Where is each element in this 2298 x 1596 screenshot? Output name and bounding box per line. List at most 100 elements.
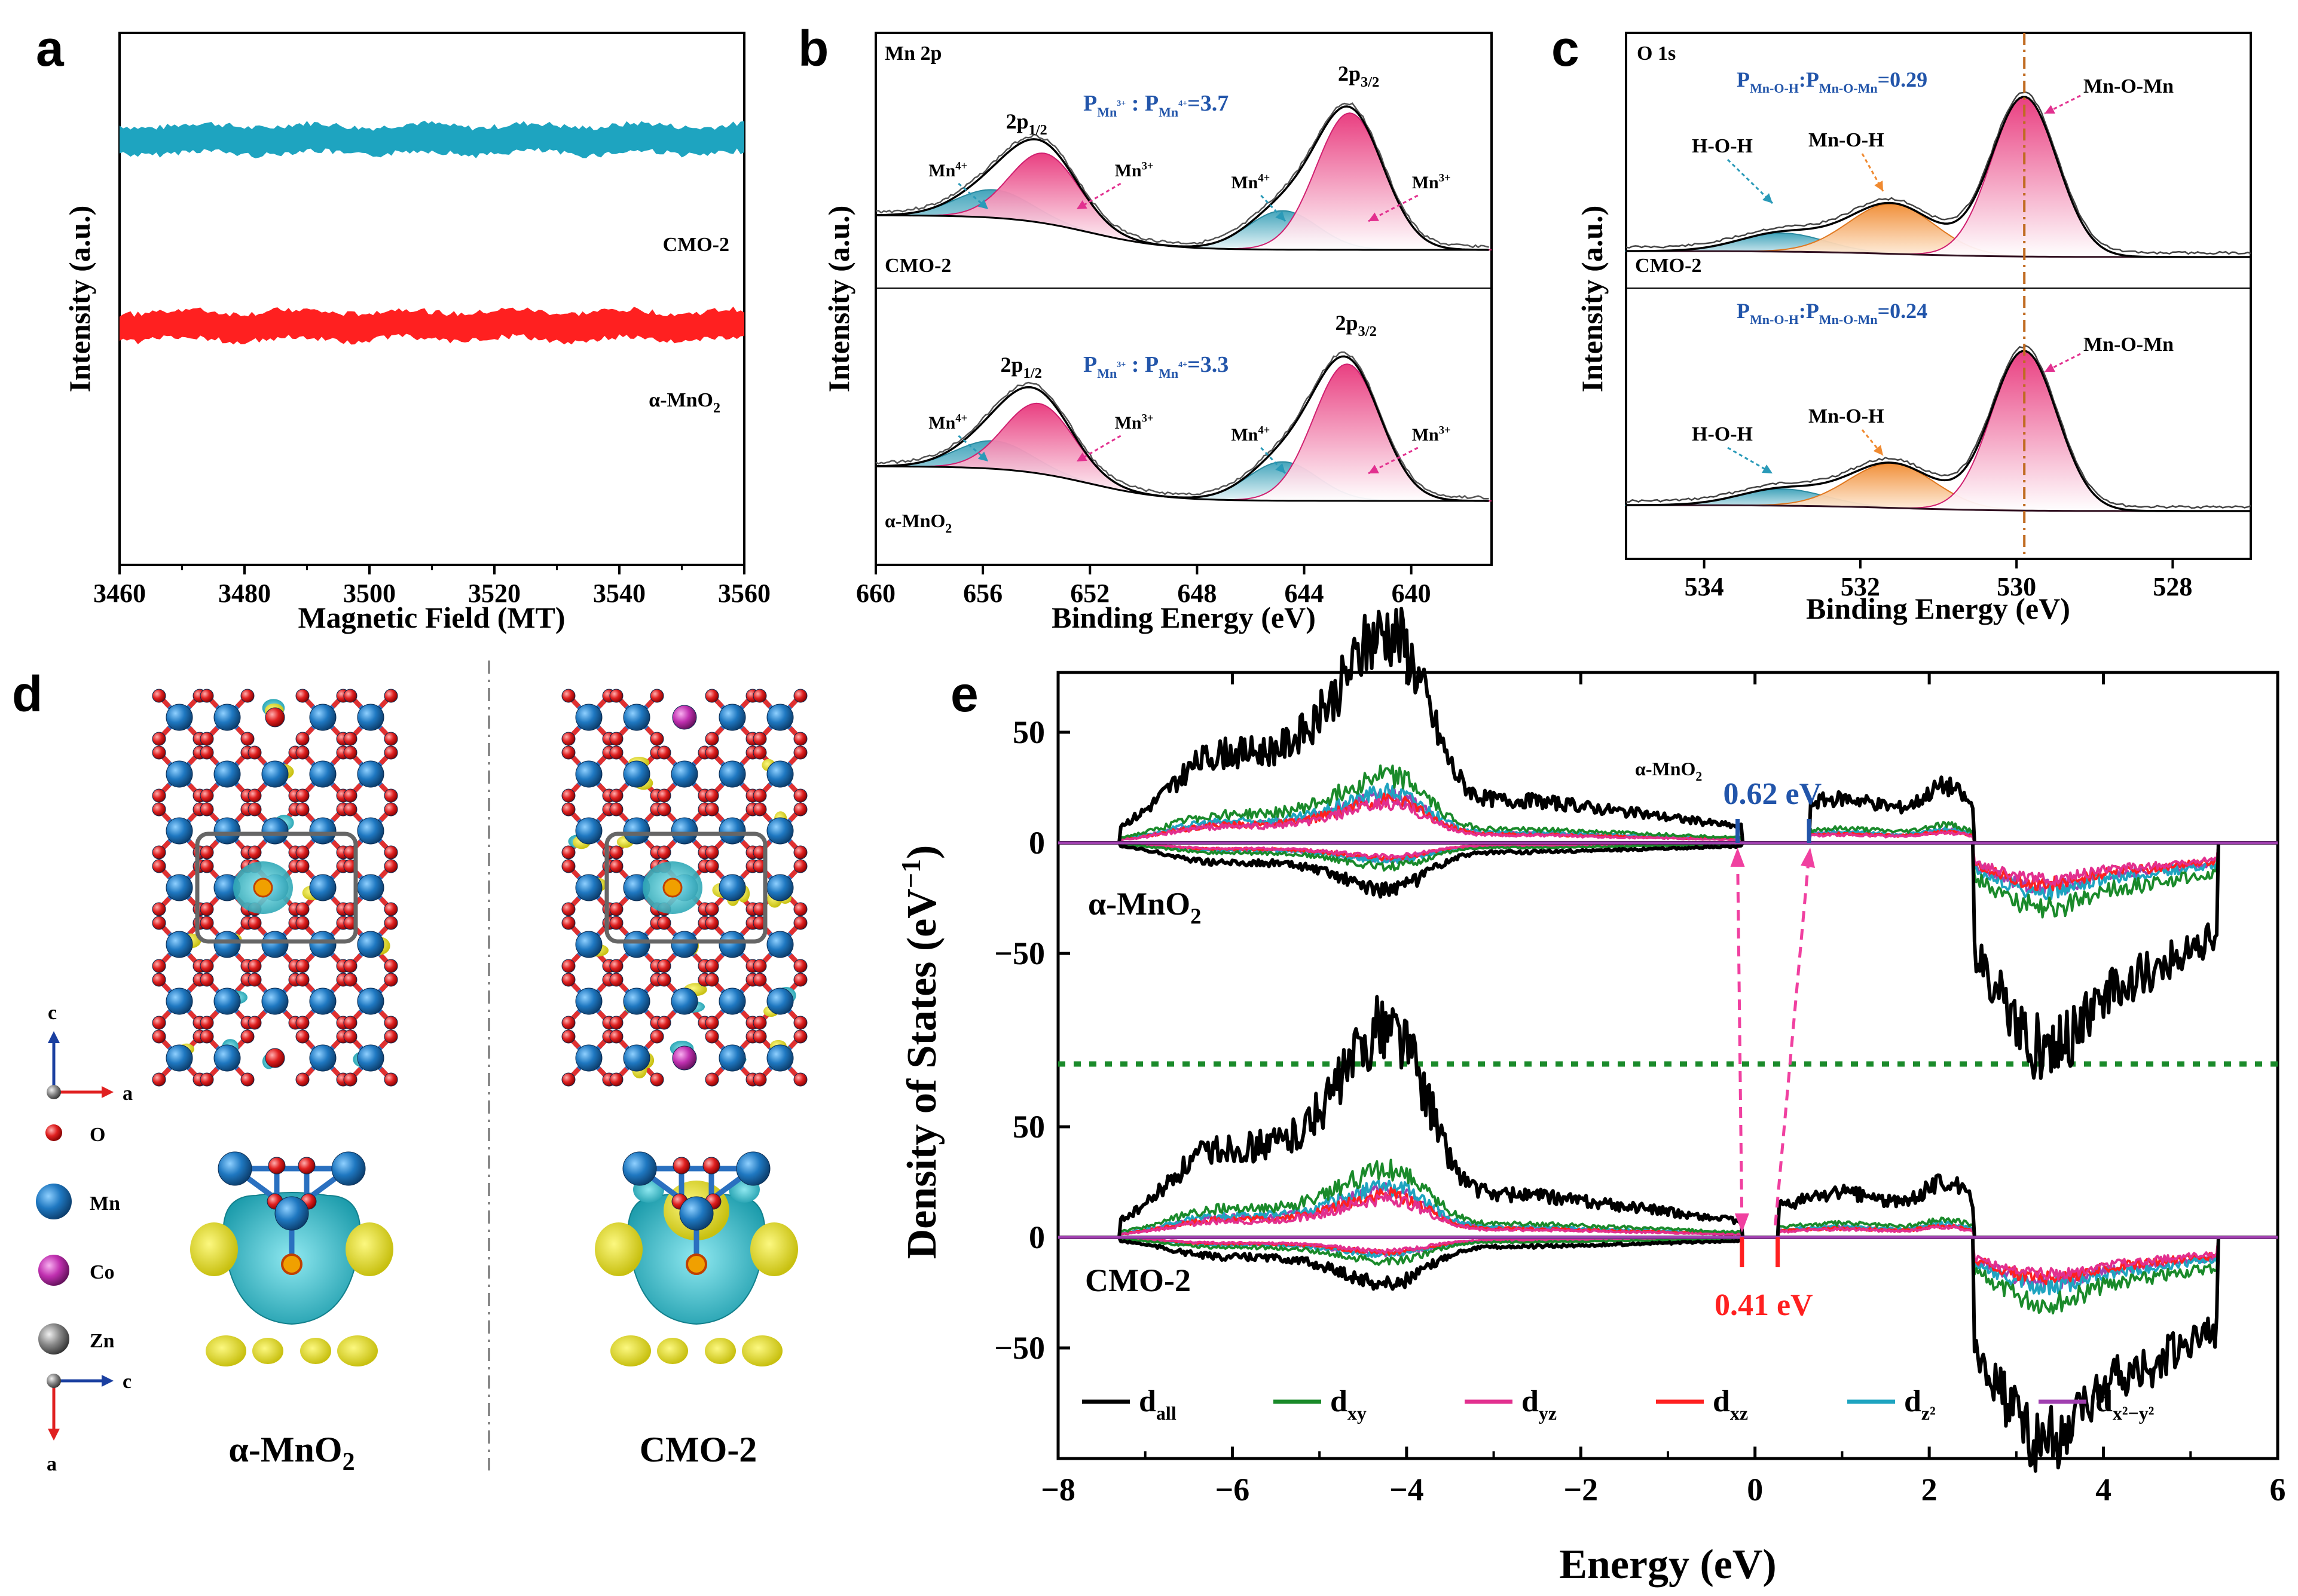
panel-c-1-ratio-part: Mn-O-Mn (1819, 312, 1878, 327)
panel-e-legend-label-1: dxy (1330, 1384, 1367, 1424)
panel-b-1-annot-arrow-2-head (1275, 463, 1286, 473)
atom-o (561, 902, 576, 916)
atom-mn (719, 817, 746, 845)
panel-e-xtick-label: 4 (2095, 1472, 2111, 1508)
atom-mn (575, 817, 603, 845)
panel-e-legend-label-sub: x²−y² (2113, 1402, 2154, 1424)
panel-b-0-annot-2-main: Mn (1231, 173, 1258, 192)
atom-o (650, 732, 664, 746)
atom-mn (357, 931, 384, 958)
atom-o (561, 689, 576, 703)
atom-mn (261, 931, 289, 958)
panel-d-clusters (190, 1151, 798, 1366)
atom-o (343, 1029, 357, 1044)
panel-c-0-ratio-part: : (1799, 68, 1806, 91)
cluster-mn (679, 1196, 714, 1231)
panel-e-xtick-label: −8 (1041, 1472, 1075, 1508)
atom-o (247, 1016, 262, 1030)
panel-c-1-pointer-1-head (1873, 445, 1883, 455)
panel-c-frame (1625, 32, 2252, 560)
atom-o (753, 689, 767, 703)
panel-e-0-curve-1-vdown (1058, 842, 2278, 872)
panel-b-ylabel: Intensity (a.u.) (822, 206, 855, 393)
atom-o (200, 1072, 214, 1087)
atom-o (152, 959, 166, 973)
atom-o (609, 802, 624, 817)
atom-mn (575, 760, 603, 788)
panel-e-ytick-label: 0 (1029, 825, 1045, 861)
atom-mn (766, 760, 794, 788)
atom-o (609, 745, 624, 760)
panel-b-1-annot-arrow-3-head (1368, 464, 1379, 473)
atom-o (705, 788, 719, 803)
panel-b-0-peak-2p12: 2p1/2 (1006, 109, 1047, 138)
atom-o (609, 959, 624, 973)
panel-b-1-ratio-part: P (1083, 352, 1097, 377)
atom-mn (623, 817, 650, 845)
atom-mn (261, 760, 289, 788)
atom-o (384, 859, 398, 873)
panel-e-0-sample-sub: 2 (1190, 904, 1201, 928)
atom-o (793, 845, 808, 860)
atom-mn (213, 1044, 241, 1072)
cluster-site (281, 1253, 302, 1275)
panel-e-ylabel: Density of States (eV−1) (896, 845, 945, 1259)
panel-e-ytick-label: −50 (994, 935, 1045, 971)
panel-b-0-ratio-part: 4+ (1178, 99, 1187, 108)
atom-mn (671, 931, 698, 958)
atom-o (609, 1072, 624, 1087)
panel-c-1-ratio-part: P (1806, 299, 1819, 323)
panel-b-1-peak-2p12: 2p1/2 (1001, 353, 1042, 381)
panel-e-arrow-left (1736, 854, 1744, 1226)
atom-o (295, 845, 310, 860)
panel-e-1-curve-0-up (1058, 995, 2278, 1239)
atom-o (343, 802, 357, 817)
panel-b-0-annot-1: Mn3+ (1115, 160, 1154, 181)
panel-b-0-envelope (875, 105, 1489, 251)
atom-o (753, 973, 767, 987)
atom-o (384, 802, 398, 817)
panel-c-1-pointer-0 (1727, 447, 1773, 475)
panel-b-1-annot-3-main: Mn (1412, 425, 1439, 445)
panel-b-1-ratio: PMn3+ : PMn4+=3.3 (1083, 352, 1229, 381)
panel-e-gap-label-top: 0.62 eV (1723, 777, 1822, 811)
atom-mn (357, 1044, 384, 1072)
panel-c-1-sample: α-MnO2 (1635, 758, 1702, 784)
panel-d-label-cmo2: CMO-2 (640, 1430, 757, 1469)
axes-bottom-a-head (48, 1429, 60, 1441)
panel-b-0-annot-arrow-3-head (1368, 212, 1379, 221)
panel-b-xtick-label: 644 (1285, 579, 1324, 608)
atom-mn (309, 704, 337, 731)
atom-mn (309, 987, 337, 1015)
panel-b-1-peak-2p32-main: 2p (1336, 311, 1358, 335)
atom-o (793, 745, 808, 760)
atom-mn (261, 987, 289, 1015)
panel-b-1-annot-3-sup: 3+ (1439, 424, 1451, 437)
panel-c-0-ratio-part: =0.29 (1878, 68, 1928, 91)
axes-bottom-c-label: c (123, 1371, 132, 1393)
atom-mn (309, 931, 337, 958)
panel-c-xlabel: Binding Energy (eV) (1806, 592, 2070, 625)
atom-mn (357, 987, 384, 1015)
atom-o (240, 689, 255, 703)
atom-o (152, 745, 166, 760)
panel-a-series-label-amno2: α-MnO2 (649, 389, 720, 416)
atom-o (200, 732, 214, 746)
panel-c-ylabel: Intensity (a.u.) (1575, 206, 1609, 393)
panel-a-x-ticks: 3460 3480 3500 3520 3540 3560 (93, 565, 771, 608)
panel-b-1-annot-2-sup: 4+ (1258, 424, 1270, 437)
atom-o (609, 1016, 624, 1030)
atom-o (650, 1072, 664, 1087)
panel-e-legend-label-main: d (1139, 1384, 1156, 1418)
cluster-iso-left (190, 1222, 238, 1276)
panel-c-x-ticks: 534 532 530 528 (1685, 559, 2192, 601)
atom-o (200, 959, 214, 973)
cluster-iso-right (346, 1222, 393, 1276)
panel-b-title: Mn 2p (885, 42, 942, 65)
atom-o (561, 788, 576, 803)
atom-o (384, 845, 398, 860)
cluster-iso-bmr (300, 1338, 331, 1364)
atom-mn (766, 987, 794, 1015)
